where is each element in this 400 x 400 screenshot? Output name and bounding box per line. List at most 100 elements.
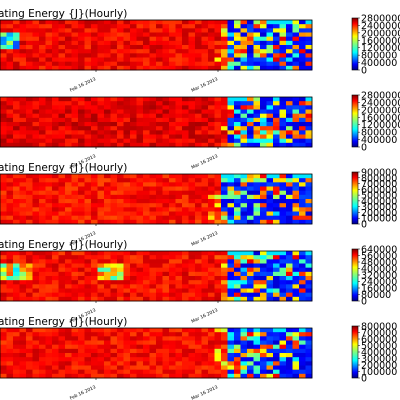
heatmap-cell (253, 36, 261, 42)
heatmap-cell (32, 190, 40, 196)
heatmap-cell (26, 348, 33, 354)
heatmap-cell (136, 336, 144, 341)
heatmap-cell (149, 271, 157, 277)
heatmap-cell (208, 190, 215, 196)
heatmap-cell (305, 288, 313, 294)
heatmap-cell (45, 259, 53, 264)
heatmap-cell (266, 142, 274, 148)
heatmap-cell (208, 203, 215, 208)
heatmap-cell (221, 101, 228, 106)
heatmap-cell (104, 353, 111, 358)
heatmap-cell (247, 284, 254, 289)
heatmap-cell (0, 215, 7, 221)
heatmap-cell (234, 276, 241, 281)
heatmap-cell (65, 122, 72, 127)
heatmap-cell (188, 332, 196, 337)
heatmap-cell (78, 130, 85, 135)
heatmap-cell (45, 45, 53, 50)
heatmap-cell (279, 130, 287, 135)
heatmap-cell (39, 263, 46, 269)
heatmap-cell (214, 280, 222, 285)
heatmap-cell (305, 251, 313, 256)
heatmap-cell (91, 24, 98, 29)
heatmap-cell (305, 134, 313, 140)
heatmap-cell (45, 134, 53, 140)
heatmap-cell (227, 174, 235, 179)
heatmap-cell (234, 263, 241, 269)
heatmap-cell (39, 138, 46, 144)
heatmap-cell (71, 255, 79, 260)
heatmap-cell (227, 113, 235, 119)
heatmap-cell (19, 328, 27, 333)
heatmap-cell (188, 28, 196, 33)
heatmap-cell (0, 211, 7, 217)
heatmap-cell (162, 40, 170, 46)
heatmap-cell (240, 284, 248, 289)
heatmap-cell (201, 284, 209, 289)
heatmap-cell (6, 174, 14, 179)
heatmap-cell (6, 207, 14, 212)
colorbar-tick-label: 2000000 (361, 28, 400, 39)
heatmap-cell (266, 344, 274, 350)
heatmap-cell (149, 255, 157, 260)
heatmap-cell (6, 134, 14, 140)
heatmap-cell (104, 365, 111, 371)
heatmap-cell (39, 284, 46, 289)
heatmap-cell (234, 288, 241, 294)
heatmap-cell (240, 373, 248, 379)
heatmap-cell (240, 36, 248, 42)
heatmap-cell (130, 53, 137, 58)
heatmap-cell (136, 373, 144, 379)
heatmap-cell (91, 271, 98, 277)
heatmap-cell (240, 61, 248, 67)
heatmap-cell (195, 186, 202, 192)
heatmap-cell (136, 174, 144, 179)
heatmap-cell (0, 61, 7, 67)
heatmap-cell (188, 284, 196, 289)
heatmap-cell (162, 219, 170, 225)
heatmap-cell (214, 28, 222, 33)
heatmap-cell (13, 288, 20, 294)
heatmap-cell (305, 138, 313, 144)
heatmap-cell (292, 292, 300, 298)
heatmap-cell (39, 276, 46, 281)
heatmap-cell (52, 105, 59, 110)
heatmap-cell (13, 344, 20, 350)
heatmap-cell (279, 57, 287, 63)
heatmap-cell (169, 203, 176, 208)
heatmap-cell (97, 369, 105, 375)
heatmap-cell (240, 369, 248, 375)
heatmap-cell (273, 57, 280, 63)
heatmap-cell (286, 280, 293, 285)
plot-frame (0, 327, 313, 379)
heatmap-cell (19, 40, 27, 46)
heatmap-cell (13, 126, 20, 131)
panel-title: ating Energy {J}(Hourly) (0, 316, 127, 328)
heatmap-cell (71, 117, 79, 123)
heatmap-cell (182, 182, 189, 187)
heatmap-cell (71, 296, 79, 302)
heatmap-cell (136, 53, 144, 58)
heatmap-cell (71, 361, 79, 366)
heatmap-cell (97, 126, 105, 131)
heatmap-cell (182, 113, 189, 119)
heatmap-cell (149, 267, 157, 273)
heatmap-cell (91, 340, 98, 346)
heatmap-cell (143, 288, 150, 294)
heatmap-cell (104, 45, 111, 50)
heatmap-cell (84, 126, 92, 131)
heatmap-cell (91, 296, 98, 302)
heatmap-cell (234, 24, 241, 29)
heatmap-cell (149, 344, 157, 350)
heatmap-cell (39, 178, 46, 183)
heatmap-cell (195, 40, 202, 46)
heatmap-cell (253, 357, 261, 362)
heatmap-cell (221, 28, 228, 33)
heatmap-cell (175, 340, 183, 346)
heatmap-cell (136, 267, 144, 273)
heatmap-cell (149, 263, 157, 269)
heatmap-cell (156, 49, 163, 54)
heatmap-cell (143, 186, 150, 192)
heatmap-cell (273, 101, 280, 106)
heatmap-cell (195, 28, 202, 33)
